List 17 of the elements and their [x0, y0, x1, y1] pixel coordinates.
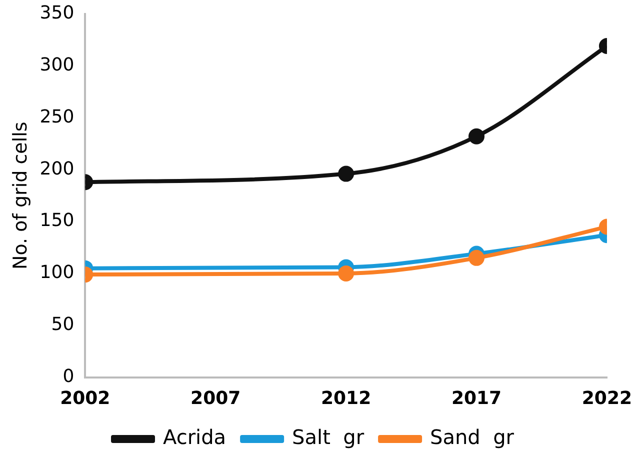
- x-tick-label: 2012: [321, 388, 372, 409]
- y-axis-title: No. of grid cells: [9, 122, 32, 270]
- y-tick-label: 50: [51, 314, 74, 336]
- y-tick-label: 150: [40, 210, 74, 232]
- y-tick-label: 100: [40, 262, 74, 284]
- x-tick-label: 2017: [451, 388, 502, 409]
- y-tick-label: 350: [40, 2, 74, 24]
- legend-label: Sand gr: [430, 425, 515, 450]
- legend-label: Acrida: [163, 425, 226, 450]
- x-tick-label: 2007: [190, 388, 241, 409]
- x-tick-label: 2022: [582, 388, 632, 409]
- y-tick-label: 200: [40, 158, 74, 180]
- x-tick-label: 2002: [60, 388, 110, 409]
- y-tick-label: 0: [62, 366, 74, 388]
- y-tick-label: 250: [40, 106, 74, 128]
- legend-label: Salt gr: [292, 425, 365, 450]
- y-tick-label: 300: [40, 54, 74, 76]
